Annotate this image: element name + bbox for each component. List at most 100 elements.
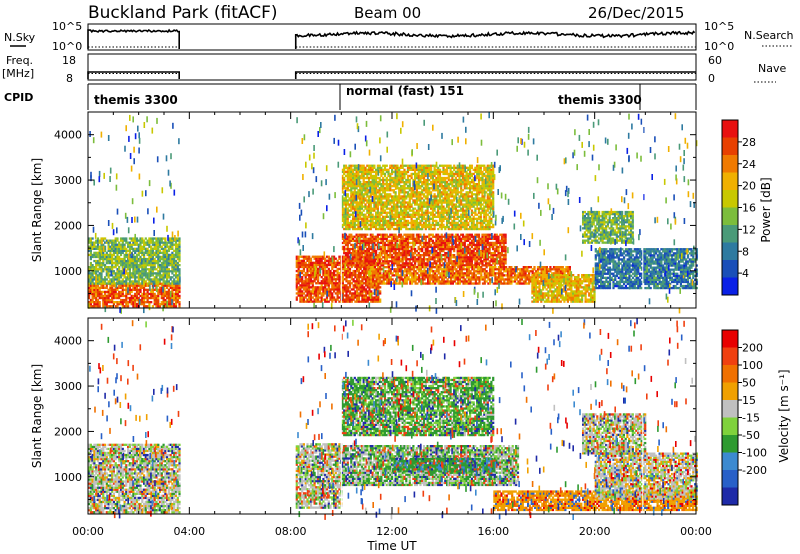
range-gate-cell [158,245,162,248]
range-gate-cell [144,282,147,285]
range-gate-cell [366,174,369,178]
range-gate-cell [91,272,94,275]
range-gate-cell [112,294,115,298]
range-gate-cell [501,272,504,275]
range-gate-cell [308,255,311,258]
range-gate-cell [176,255,179,259]
range-gate-cell [102,278,105,281]
range-gate-cell [304,274,307,277]
range-gate-cell [104,257,107,261]
range-gate-cell [127,268,130,271]
range-gate-cell [105,268,108,271]
range-gate-cell [143,301,146,304]
range-gate-cell [306,269,309,273]
range-gate-cell [111,274,114,277]
range-gate-cell [166,294,169,298]
range-gate-cell [334,257,337,260]
range-gate-cell [112,301,115,304]
range-gate-cell [102,264,105,267]
range-gate-cell [299,300,302,303]
range-gate-cell [375,249,378,253]
range-gate-cell [125,296,128,300]
range-gate-cell [306,290,309,293]
range-gate-cell [336,276,339,279]
range-gate-cell [313,257,316,260]
range-gate-cell [313,280,316,283]
range-gate-cell [510,274,513,277]
range-gate-cell [134,288,137,291]
range-gate-cell [109,245,112,248]
range-gate-cell [173,278,176,281]
range-gate-cell [137,274,140,277]
range-gate-cell [167,280,170,283]
range-gate-cell [169,282,172,285]
range-gate-cell [127,303,130,306]
range-gate-cell [364,245,367,249]
range-gate-cell [171,270,174,273]
range-gate-cell [150,247,153,250]
range-gate-cell [158,251,162,254]
range-gate-cell [308,298,311,301]
range-gate-cell [410,262,413,265]
range-gate-cell [301,276,304,279]
range-gate-cell [112,272,115,275]
range-gate-cell [93,286,96,289]
range-gate-cell [412,235,415,238]
range-gate-cell [364,197,367,200]
range-gate-cell [470,260,473,263]
range-gate-cell [462,276,465,279]
range-gate-cell [306,274,309,277]
range-gate-cell [111,261,114,265]
range-gate-cell [169,284,172,287]
range-gate-cell [360,191,363,194]
range-gate-cell [121,239,124,242]
range-gate-cell [513,280,517,283]
range-gate-cell [132,303,135,306]
range-gate-cell [297,259,300,262]
range-gate-cell [333,278,336,281]
range-gate-cell [166,274,169,277]
range-gate-cell [408,260,411,263]
range-gate-cell [344,164,348,167]
range-gate-cell [313,278,316,281]
range-gate-cell [95,301,98,304]
range-gate-cell [333,290,336,293]
range-gate-cell [112,239,115,242]
range-gate-cell [100,251,103,254]
range-gate-cell [306,259,309,262]
range-gate-cell [327,276,330,279]
range-gate-cell [88,301,91,304]
range-gate-cell [104,241,107,244]
range-gate-cell [461,262,465,265]
range-gate-cell [162,237,165,240]
range-gate-cell [119,251,123,254]
range-gate-cell [304,271,307,275]
range-gate-cell [88,266,91,269]
range-gate-cell [367,178,371,182]
range-gate-cell [320,267,323,271]
range-gate-cell [112,292,115,296]
range-gate-cell [88,253,91,257]
range-gate-cell [125,288,128,291]
range-gate-cell [105,282,108,285]
range-gate-cell [89,278,92,281]
range-gate-cell [322,280,325,283]
range-gate-cell [470,262,473,265]
range-gate-cell [102,282,105,285]
range-gate-cell [568,268,571,271]
range-gate-cell [164,247,167,250]
range-gate-cell [155,255,158,259]
range-gate-cell [157,301,160,304]
range-gate-cell [329,259,332,262]
range-gate-cell [309,292,313,295]
range-gate-cell [121,261,124,265]
range-gate-cell [357,269,360,273]
range-gate-cell [119,284,123,287]
range-gate-cell [309,274,313,277]
range-gate-cell [353,189,356,192]
range-gate-cell [146,296,149,300]
range-gate-cell [160,268,163,271]
range-gate-cell [492,245,495,249]
range-gate-cell [112,282,115,285]
range-gate-cell [95,239,98,242]
